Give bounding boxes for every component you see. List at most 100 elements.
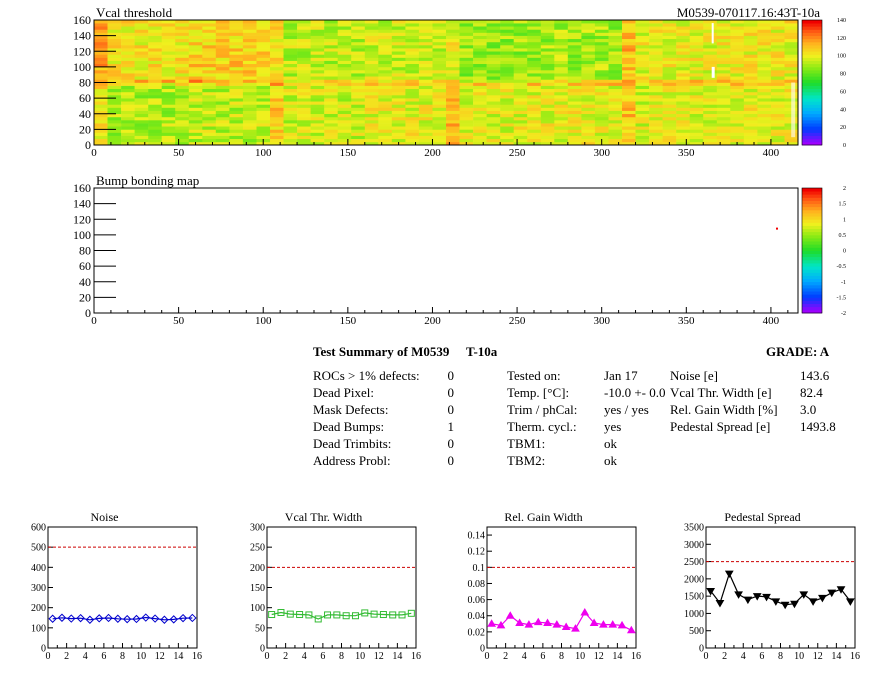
heatmap-cell — [432, 23, 447, 27]
heatmap-cell — [202, 113, 217, 118]
heatmap-cell — [364, 141, 379, 146]
heatmap-cell — [175, 120, 190, 124]
heatmap-cell — [418, 51, 433, 55]
heatmap-cell — [202, 141, 217, 146]
heatmap-cell — [310, 45, 325, 49]
x-tick-label: 10 — [575, 651, 585, 662]
heatmap-cell — [649, 23, 663, 27]
result-value: 82.4 — [800, 385, 823, 400]
heatmap-cell — [540, 73, 555, 77]
heatmap-cell — [121, 113, 135, 118]
heatmap-cell — [567, 91, 582, 96]
heatmap-cell — [378, 129, 393, 133]
heatmap-cell — [161, 20, 176, 24]
y-tick-label: 1500 — [684, 592, 704, 603]
heatmap-cell — [148, 41, 163, 46]
heatmap-cell — [743, 138, 758, 143]
x-tick-label: 14 — [612, 651, 622, 662]
data-point — [351, 612, 359, 620]
heatmap-cell — [405, 54, 420, 58]
heatmap-cell — [202, 41, 217, 46]
heatmap-cell — [148, 116, 163, 121]
palette-swatch — [802, 272, 822, 276]
data-point — [407, 609, 415, 617]
heatmap-cell — [202, 95, 217, 99]
heatmap-cell — [134, 123, 149, 127]
heatmap-cell — [527, 35, 542, 40]
heatmap-cell — [175, 141, 190, 146]
y-tick-label: 60 — [79, 91, 91, 105]
heatmap-cell — [527, 70, 542, 74]
heatmap-cell — [405, 129, 420, 133]
heatmap-cell — [418, 41, 433, 46]
heatmap-cell — [229, 54, 244, 58]
x-tick-label: 12 — [374, 651, 384, 662]
heatmap-cell — [486, 73, 501, 77]
heatmap-cell — [703, 123, 718, 127]
heatmap-cell — [310, 54, 325, 58]
heatmap-cell — [716, 73, 731, 77]
heatmap-cell — [500, 70, 515, 74]
heatmap-cell — [391, 101, 406, 105]
heatmap-cell — [337, 110, 352, 115]
heatmap-cell — [148, 35, 163, 40]
heatmap-cell — [134, 135, 149, 140]
heatmap-cell — [757, 107, 772, 111]
heatmap-cell — [134, 88, 149, 93]
y-tick-label: 2000 — [684, 574, 704, 585]
heatmap-cell — [581, 76, 596, 80]
heatmap-cell — [215, 82, 230, 86]
heatmap-cell — [337, 41, 352, 46]
heatmap-cell — [364, 116, 379, 121]
heatmap-cell — [662, 23, 677, 27]
heatmap-cell — [770, 132, 785, 136]
heatmap-cell — [676, 76, 691, 80]
palette-swatch — [802, 20, 822, 24]
x-tick-label: 10 — [355, 651, 365, 662]
heatmap-cell — [743, 76, 758, 80]
heatmap-cell — [540, 126, 555, 130]
palette-swatch — [802, 256, 822, 261]
heatmap-cell — [594, 38, 609, 43]
heatmap-cell — [364, 29, 379, 33]
heatmap-cell — [716, 41, 731, 46]
heatmap-cell — [757, 120, 772, 124]
heatmap-cell — [730, 51, 745, 55]
heatmap-cell — [527, 82, 542, 86]
heatmap-cell — [730, 91, 745, 96]
heatmap-cell — [486, 26, 501, 30]
heatmap-cell — [405, 73, 420, 77]
heatmap-cell — [649, 51, 663, 55]
heatmap-cell — [743, 66, 758, 71]
x-tick-label: 250 — [509, 147, 526, 159]
heatmap-cell — [270, 138, 284, 143]
data-point — [178, 613, 188, 623]
heatmap-cell — [784, 48, 799, 52]
heatmap-cell — [594, 60, 609, 65]
heatmap-cell — [351, 51, 366, 55]
heatmap-cell — [486, 129, 501, 133]
heatmap-cell — [432, 20, 447, 24]
heatmap-cell — [175, 48, 190, 52]
heatmap-cell — [540, 141, 555, 146]
heatmap-cell — [107, 91, 122, 96]
heatmap-cell — [432, 141, 447, 146]
heatmap-cell — [622, 51, 636, 55]
heatmap-cell — [242, 79, 257, 83]
heatmap-cell — [716, 116, 731, 121]
heatmap-cell — [188, 79, 203, 83]
heatmap-cell — [540, 76, 555, 80]
x-tick-label: 10 — [136, 651, 146, 662]
heatmap-cell — [500, 23, 515, 27]
heatmap-cell — [527, 95, 542, 99]
heatmap-cell — [364, 110, 379, 115]
heatmap-cell — [757, 57, 772, 61]
heatmap-cell — [134, 101, 149, 105]
palette-swatch — [802, 29, 822, 33]
heatmap-cell — [608, 116, 623, 121]
heatmap-cell — [635, 107, 650, 111]
heatmap-cell — [554, 76, 569, 80]
palette-swatch — [802, 116, 822, 121]
heatmap-cell — [500, 26, 515, 30]
heatmap-cell — [405, 35, 420, 40]
